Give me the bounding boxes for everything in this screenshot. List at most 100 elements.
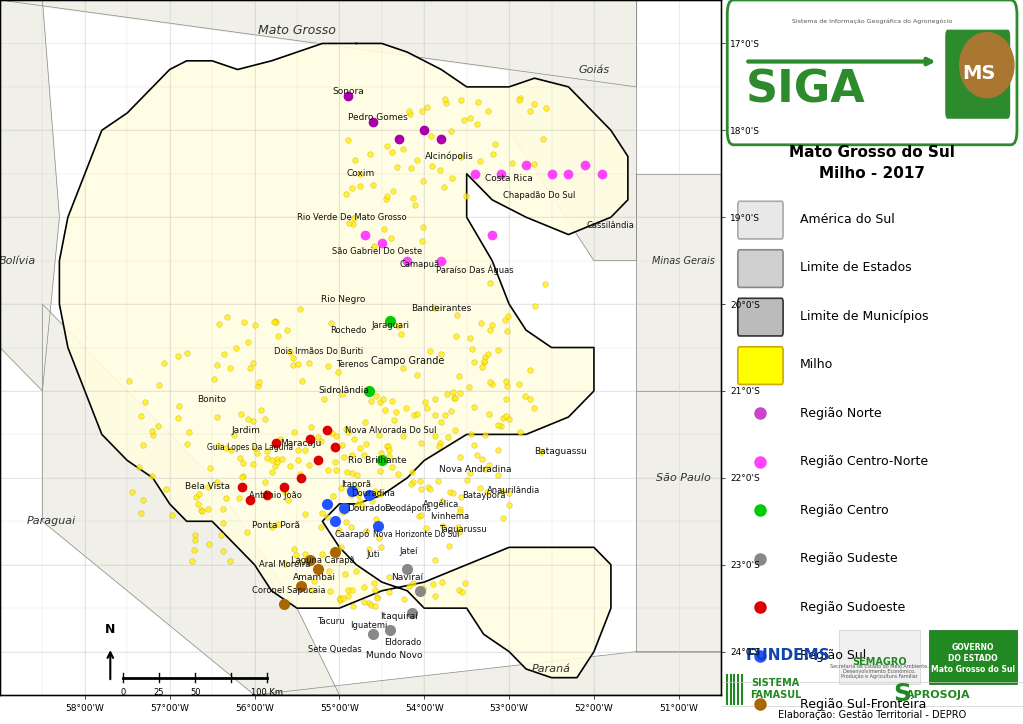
Point bbox=[350, 489, 366, 500]
Text: Costa Rica: Costa Rica bbox=[485, 174, 533, 182]
Point bbox=[396, 593, 412, 605]
Text: Amambai: Amambai bbox=[293, 573, 336, 582]
Text: Rio Negro: Rio Negro bbox=[321, 295, 366, 304]
Text: N: N bbox=[105, 623, 116, 636]
Point bbox=[331, 594, 348, 606]
Point bbox=[379, 440, 395, 452]
Polygon shape bbox=[42, 304, 340, 695]
Point bbox=[474, 361, 490, 372]
Point bbox=[310, 431, 326, 442]
Point bbox=[449, 309, 465, 321]
Point bbox=[444, 172, 460, 184]
Point bbox=[285, 543, 302, 555]
Point bbox=[413, 509, 430, 521]
FancyBboxPatch shape bbox=[944, 29, 1011, 119]
Point bbox=[374, 393, 391, 405]
Point bbox=[495, 413, 512, 424]
Point bbox=[272, 433, 288, 445]
Point bbox=[145, 429, 162, 441]
Text: Alcinópolis: Alcinópolis bbox=[426, 151, 474, 161]
Point bbox=[209, 476, 225, 487]
Point bbox=[409, 370, 426, 382]
Point bbox=[373, 542, 390, 553]
Point bbox=[344, 467, 360, 479]
Point bbox=[445, 387, 461, 398]
Point bbox=[408, 408, 425, 420]
Point bbox=[338, 424, 354, 435]
Point bbox=[270, 518, 286, 529]
Point bbox=[164, 510, 180, 521]
Polygon shape bbox=[636, 174, 721, 391]
Point bbox=[215, 518, 231, 529]
Point bbox=[383, 232, 399, 244]
Point bbox=[171, 400, 187, 412]
Point bbox=[427, 590, 443, 602]
Point bbox=[305, 575, 321, 586]
Point bbox=[144, 471, 161, 482]
Point bbox=[413, 235, 430, 246]
Point bbox=[259, 452, 275, 464]
Point bbox=[422, 130, 439, 142]
Point bbox=[452, 151, 469, 163]
Point bbox=[415, 222, 432, 233]
Point bbox=[503, 157, 520, 169]
Point bbox=[404, 577, 420, 589]
Point bbox=[351, 168, 367, 180]
Point bbox=[233, 408, 250, 420]
Point bbox=[477, 351, 493, 363]
Point bbox=[366, 577, 383, 589]
Point bbox=[480, 105, 496, 117]
Point bbox=[344, 450, 360, 461]
Point bbox=[371, 466, 388, 477]
Point bbox=[356, 596, 372, 607]
Point bbox=[158, 484, 174, 495]
Point bbox=[326, 456, 343, 468]
Point bbox=[316, 393, 332, 405]
Point bbox=[466, 439, 483, 451]
Point bbox=[442, 125, 458, 136]
Point bbox=[234, 458, 251, 469]
Text: Coronel Sapucaia: Coronel Sapucaia bbox=[252, 586, 325, 595]
Point bbox=[209, 359, 225, 371]
Point bbox=[267, 316, 283, 327]
Point bbox=[413, 483, 430, 494]
Point bbox=[395, 143, 411, 155]
Point bbox=[393, 328, 409, 340]
Text: Bataguassu: Bataguassu bbox=[534, 447, 586, 456]
Polygon shape bbox=[0, 0, 721, 695]
Point bbox=[338, 568, 354, 580]
Text: Deodápolis: Deodápolis bbox=[384, 504, 431, 513]
Point bbox=[239, 337, 256, 348]
Point bbox=[367, 600, 384, 612]
Polygon shape bbox=[0, 0, 636, 87]
Text: Milho: Milho bbox=[800, 358, 833, 371]
Point bbox=[381, 571, 397, 583]
Text: Maracaju: Maracaju bbox=[280, 439, 322, 447]
Point bbox=[472, 482, 488, 494]
Point bbox=[343, 489, 359, 500]
Point bbox=[517, 390, 533, 402]
Text: Bela Vista: Bela Vista bbox=[185, 482, 230, 491]
Point bbox=[286, 426, 303, 437]
Point bbox=[427, 303, 443, 314]
Point bbox=[150, 421, 167, 432]
Point bbox=[187, 529, 204, 541]
Point bbox=[270, 330, 286, 342]
Point bbox=[341, 426, 357, 437]
Point bbox=[405, 192, 421, 203]
Point bbox=[366, 485, 383, 497]
Text: Dourados: Dourados bbox=[348, 504, 391, 513]
Point bbox=[219, 311, 235, 323]
Point bbox=[406, 410, 422, 421]
Point bbox=[144, 425, 161, 437]
Point bbox=[279, 324, 296, 336]
Text: Mundo Novo: Mundo Novo bbox=[366, 652, 422, 660]
Point bbox=[494, 513, 510, 524]
Point bbox=[428, 393, 444, 405]
Polygon shape bbox=[59, 43, 628, 678]
Point bbox=[527, 300, 543, 312]
Text: Tacuru: Tacuru bbox=[317, 617, 345, 626]
Point bbox=[333, 388, 350, 400]
Point bbox=[346, 213, 362, 224]
Point bbox=[234, 471, 251, 482]
